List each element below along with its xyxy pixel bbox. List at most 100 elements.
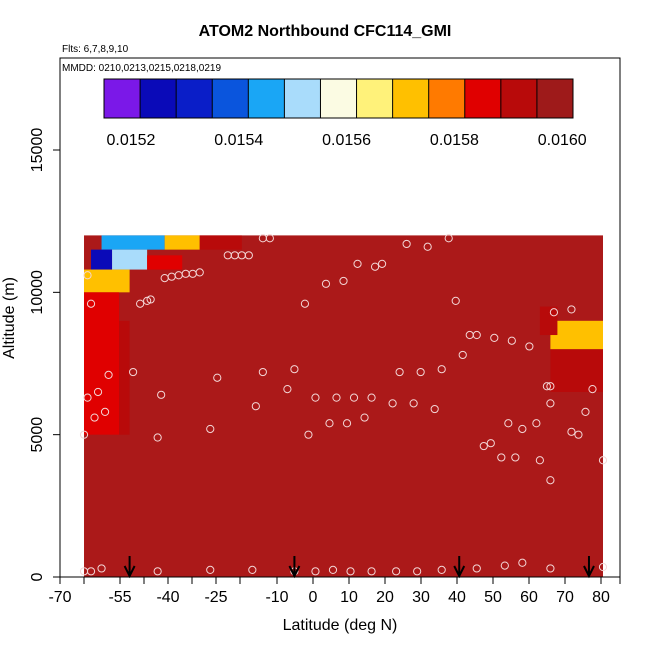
sample-point: [486, 439, 495, 448]
arrow-head: [583, 565, 595, 579]
flights-note: Flts: 6,7,8,9,10: [62, 44, 129, 55]
sample-point: [157, 390, 166, 399]
sample-point: [546, 382, 555, 391]
sample-point: [206, 424, 215, 434]
sample-point: [325, 419, 334, 428]
sample-point: [497, 453, 506, 462]
sample-point: [129, 367, 138, 377]
sample-point: [300, 299, 310, 308]
sample-point: [458, 350, 467, 360]
plot-frame: [59, 57, 621, 578]
sample-point: [265, 234, 274, 243]
x-tick-label: 0: [309, 589, 318, 606]
sample-point: [79, 430, 89, 439]
sample-point: [251, 402, 260, 411]
x-tick-label: -40: [156, 589, 179, 606]
sample-point: [86, 299, 96, 308]
sample-point: [244, 251, 253, 260]
flight-arrow: [583, 556, 595, 579]
colorbar-swatch: [212, 79, 249, 118]
field-cell: [91, 249, 113, 270]
colorbar-swatch: [428, 79, 466, 118]
sample-point: [413, 567, 422, 576]
x-tick-label: 20: [376, 589, 394, 606]
arrow-head: [123, 565, 136, 579]
sample-point: [304, 430, 313, 439]
sample-point: [83, 271, 92, 280]
sample-point: [146, 295, 155, 304]
dates-note: MMDD: 0210,0213,0215,0218,0219: [62, 63, 221, 74]
arrow-head: [288, 565, 301, 579]
sample-point: [507, 336, 516, 345]
x-tick-label: -25: [204, 589, 227, 606]
sample-point: [479, 441, 488, 451]
y-tick-label: 0: [29, 572, 46, 581]
field-cell: [101, 235, 165, 250]
x-tick-label: 50: [484, 589, 502, 606]
sample-point: [490, 333, 499, 342]
field-cell: [539, 306, 558, 336]
colorbar-swatch: [104, 79, 141, 118]
y-axis: 0 5000 10000 15000: [29, 128, 60, 581]
colorbar-tick-label: 0.0156: [322, 132, 371, 149]
colorbar-swatch: [536, 79, 574, 118]
sample-point: [409, 399, 418, 408]
sample-point: [93, 387, 103, 397]
sample-point: [100, 407, 110, 416]
sample-point: [525, 342, 534, 351]
x-axis-label: Latitude (deg N): [283, 617, 398, 634]
sample-point: [367, 567, 376, 576]
sample-point: [500, 561, 509, 570]
sample-point: [546, 399, 555, 408]
sample-point: [518, 558, 527, 567]
x-tick-label: -10: [265, 589, 288, 606]
sample-point: [311, 393, 320, 402]
sample-point: [367, 393, 376, 402]
sample-point: [339, 276, 348, 286]
sample-point: [546, 476, 555, 485]
sample-point: [402, 239, 411, 249]
field-cell: [119, 320, 130, 435]
sample-point: [349, 393, 359, 402]
y-axis-label: Altitude (m): [1, 277, 18, 359]
sample-point: [332, 393, 341, 402]
colorbar-tick-label: 0.0154: [214, 132, 263, 149]
sample-point: [377, 259, 387, 268]
sample-point: [451, 296, 460, 305]
sample-point: [206, 565, 215, 574]
sample-point: [532, 419, 541, 428]
sample-point: [416, 367, 425, 377]
colorbar-tick-label: 0.0158: [430, 132, 479, 149]
colorbar-swatch: [464, 79, 502, 118]
sample-point: [472, 564, 481, 573]
y-tick-label: 15000: [29, 128, 46, 173]
field-cell: [199, 235, 242, 250]
colorbar-swatch: [500, 79, 538, 118]
sample-point: [143, 296, 152, 305]
flight-arrows: [123, 556, 595, 579]
x-tick-label: 70: [556, 589, 574, 606]
sample-point: [153, 567, 162, 576]
sample-point: [195, 268, 204, 277]
sample-points: [79, 234, 608, 576]
sample-point: [423, 242, 432, 251]
sample-point: [567, 427, 576, 436]
colorbar-swatch: [140, 79, 177, 118]
x-tick-label: 60: [520, 589, 538, 606]
sample-point: [549, 308, 559, 317]
sample-point: [346, 567, 355, 576]
field-cell: [147, 255, 183, 270]
x-axis: -70 -55 -40 -25 -10 0 10 20 30 40 50 60 70 80: [48, 577, 621, 606]
sample-point: [444, 234, 453, 243]
x-tick-label: 10: [340, 589, 358, 606]
sample-point: [581, 407, 590, 416]
arrow-head: [453, 565, 466, 579]
field-cell: [550, 320, 603, 350]
colorbar-swatch: [320, 79, 358, 118]
sample-point: [248, 565, 257, 574]
flight-arrow: [288, 556, 301, 579]
sample-point: [258, 367, 267, 377]
sample-point: [535, 456, 544, 465]
colorbar: 0.0152 0.0154 0.0156 0.0158 0.0160: [103, 78, 587, 149]
